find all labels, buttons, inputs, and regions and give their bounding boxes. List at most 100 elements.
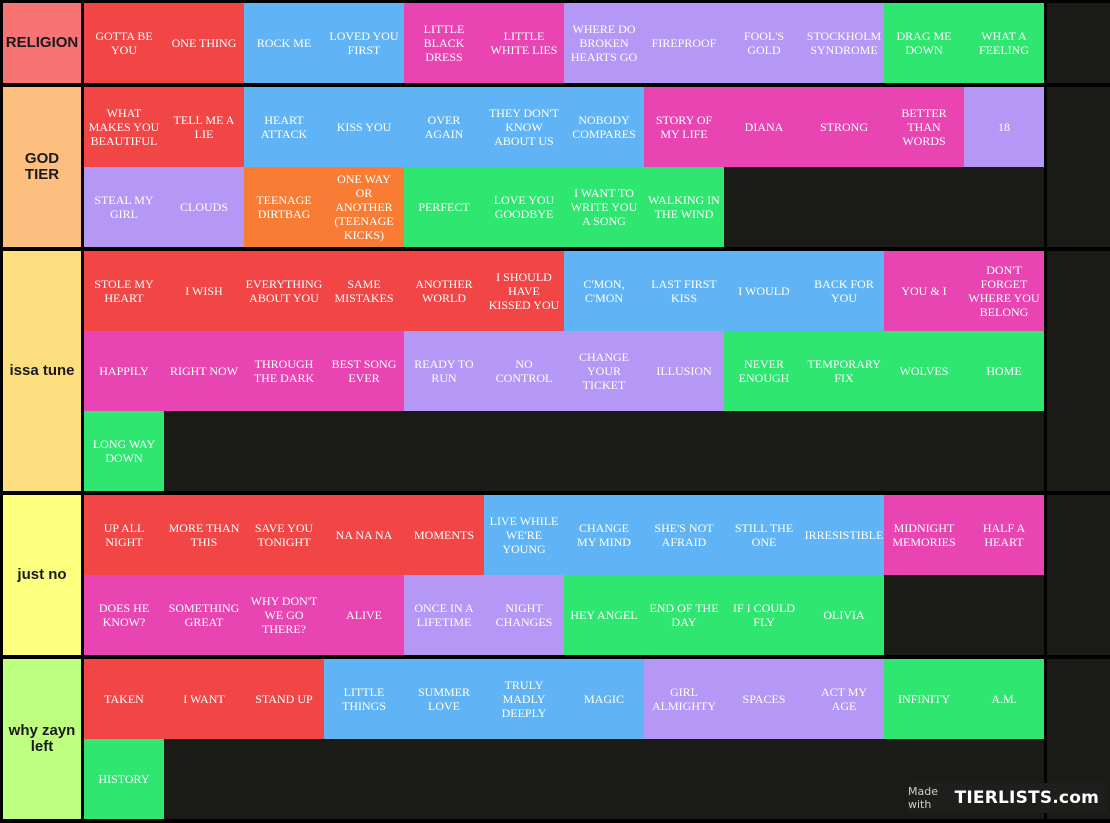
song-title: SAME MISTAKES bbox=[334, 277, 394, 305]
song-tile[interactable]: DRAG ME DOWN bbox=[884, 3, 964, 83]
song-tile[interactable]: WALKING IN THE WIND bbox=[644, 167, 724, 247]
song-tile[interactable]: BETTER THAN WORDS bbox=[884, 87, 964, 167]
song-tile[interactable]: NIGHT CHANGES bbox=[484, 575, 564, 655]
song-tile[interactable]: FIREPROOF bbox=[644, 3, 724, 83]
song-tile[interactable]: HALF A HEART bbox=[964, 495, 1044, 575]
tier-label[interactable]: RELIGION bbox=[0, 3, 84, 83]
song-tile[interactable]: ROCK ME bbox=[244, 3, 324, 83]
song-tile[interactable]: STRONG bbox=[804, 87, 884, 167]
watermark[interactable]: Made with TIERLISTS.com bbox=[908, 783, 1107, 813]
song-tile[interactable]: WOLVES bbox=[884, 331, 964, 411]
song-tile[interactable]: SOMETHING GREAT bbox=[164, 575, 244, 655]
song-tile[interactable]: I WOULD bbox=[724, 251, 804, 331]
song-tile[interactable]: STAND UP bbox=[244, 659, 324, 739]
song-tile[interactable]: SHE'S NOT AFRAID bbox=[644, 495, 724, 575]
song-tile[interactable]: SAME MISTAKES bbox=[324, 251, 404, 331]
tier-label[interactable]: GOD TIER bbox=[0, 87, 84, 247]
song-tile[interactable]: I WISH bbox=[164, 251, 244, 331]
song-tile[interactable]: READY TO RUN bbox=[404, 331, 484, 411]
song-tile[interactable]: NA NA NA bbox=[324, 495, 404, 575]
song-tile[interactable]: YOU & I bbox=[884, 251, 964, 331]
song-tile[interactable]: STILL THE ONE bbox=[724, 495, 804, 575]
song-tile[interactable]: HOME bbox=[964, 331, 1044, 411]
song-tile[interactable]: BACK FOR YOU bbox=[804, 251, 884, 331]
song-tile[interactable]: ONCE IN A LIFETIME bbox=[404, 575, 484, 655]
song-tile[interactable]: RIGHT NOW bbox=[164, 331, 244, 411]
song-tile[interactable]: IF I COULD FLY bbox=[724, 575, 804, 655]
tier-label[interactable]: issa tune bbox=[0, 251, 84, 491]
song-tile[interactable]: SAVE YOU TONIGHT bbox=[244, 495, 324, 575]
song-tile[interactable]: UP ALL NIGHT bbox=[84, 495, 164, 575]
song-tile[interactable]: I WANT TO WRITE YOU A SONG bbox=[564, 167, 644, 247]
song-tile[interactable]: A.M. bbox=[964, 659, 1044, 739]
song-tile[interactable]: GIRL ALMIGHTY bbox=[644, 659, 724, 739]
song-tile[interactable]: LITTLE WHITE LIES bbox=[484, 3, 564, 83]
song-tile[interactable]: HEY ANGEL bbox=[564, 575, 644, 655]
song-tile[interactable]: WHAT A FEELING bbox=[964, 3, 1044, 83]
song-tile[interactable]: IRRESISTIBLE bbox=[804, 495, 884, 575]
song-tile[interactable]: 18 bbox=[964, 87, 1044, 167]
song-tile[interactable]: SPACES bbox=[724, 659, 804, 739]
song-tile[interactable]: STOLE MY HEART bbox=[84, 251, 164, 331]
song-tile[interactable]: LONG WAY DOWN bbox=[84, 411, 164, 491]
song-tile[interactable]: TRULY MADLY DEEPLY bbox=[484, 659, 564, 739]
song-tile[interactable]: FOOL'S GOLD bbox=[724, 3, 804, 83]
tier-drop-area bbox=[1044, 495, 1110, 655]
song-tile[interactable]: I WANT bbox=[164, 659, 244, 739]
song-tile[interactable]: ALIVE bbox=[324, 575, 404, 655]
song-tile[interactable]: THEY DON'T KNOW ABOUT US bbox=[484, 87, 564, 167]
song-tile[interactable]: INFINITY bbox=[884, 659, 964, 739]
song-tile[interactable]: LITTLE BLACK DRESS bbox=[404, 3, 484, 83]
song-tile[interactable]: ILLUSION bbox=[644, 331, 724, 411]
song-tile[interactable]: GOTTA BE YOU bbox=[84, 3, 164, 83]
song-tile[interactable]: END OF THE DAY bbox=[644, 575, 724, 655]
tier-label[interactable]: just no bbox=[0, 495, 84, 655]
song-tile[interactable]: KISS YOU bbox=[324, 87, 404, 167]
song-tile[interactable]: WHERE DO BROKEN HEARTS GO bbox=[564, 3, 644, 83]
song-tile[interactable]: C'MON, C'MON bbox=[564, 251, 644, 331]
song-tile[interactable]: ACT MY AGE bbox=[804, 659, 884, 739]
song-tile[interactable]: HEART ATTACK bbox=[244, 87, 324, 167]
song-tile[interactable]: WHAT MAKES YOU BEAUTIFUL bbox=[84, 87, 164, 167]
song-tile[interactable]: MIDNIGHT MEMORIES bbox=[884, 495, 964, 575]
song-tile[interactable]: LAST FIRST KISS bbox=[644, 251, 724, 331]
song-tile[interactable]: HAPPILY bbox=[84, 331, 164, 411]
song-tile[interactable]: THROUGH THE DARK bbox=[244, 331, 324, 411]
song-tile[interactable]: MORE THAN THIS bbox=[164, 495, 244, 575]
song-tile[interactable]: TEENAGE DIRTBAG bbox=[244, 167, 324, 247]
song-tile[interactable]: ANOTHER WORLD bbox=[404, 251, 484, 331]
song-tile[interactable]: CLOUDS bbox=[164, 167, 244, 247]
song-tile[interactable]: ONE THING bbox=[164, 3, 244, 83]
song-tile[interactable]: NOBODY COMPARES bbox=[564, 87, 644, 167]
song-tile[interactable]: MOMENTS bbox=[404, 495, 484, 575]
song-tile[interactable]: LIVE WHILE WE'RE YOUNG bbox=[484, 495, 564, 575]
song-tile[interactable]: LITTLE THINGS bbox=[324, 659, 404, 739]
song-tile[interactable]: DON'T FORGET WHERE YOU BELONG bbox=[964, 251, 1044, 331]
song-tile[interactable]: TELL ME A LIE bbox=[164, 87, 244, 167]
song-tile[interactable]: ONE WAY OR ANOTHER (TEENAGE KICKS) bbox=[324, 167, 404, 247]
song-tile[interactable]: SUMMER LOVE bbox=[404, 659, 484, 739]
song-tile[interactable]: TAKEN bbox=[84, 659, 164, 739]
song-tile[interactable]: STORY OF MY LIFE bbox=[644, 87, 724, 167]
song-tile[interactable]: BEST SONG EVER bbox=[324, 331, 404, 411]
song-tile[interactable]: HISTORY bbox=[84, 739, 164, 819]
song-tile[interactable]: DIANA bbox=[724, 87, 804, 167]
song-tile[interactable]: STEAL MY GIRL bbox=[84, 167, 164, 247]
song-tile[interactable]: PERFECT bbox=[404, 167, 484, 247]
song-tile[interactable]: TEMPORARY FIX bbox=[804, 331, 884, 411]
song-tile[interactable]: LOVE YOU GOODBYE bbox=[484, 167, 564, 247]
song-tile[interactable]: I SHOULD HAVE KISSED YOU bbox=[484, 251, 564, 331]
song-tile[interactable]: NEVER ENOUGH bbox=[724, 331, 804, 411]
song-tile[interactable]: STOCKHOLM SYNDROME bbox=[804, 3, 884, 83]
song-tile[interactable]: NO CONTROL bbox=[484, 331, 564, 411]
song-tile[interactable]: CHANGE YOUR TICKET bbox=[564, 331, 644, 411]
song-tile[interactable]: MAGIC bbox=[564, 659, 644, 739]
song-tile[interactable]: OVER AGAIN bbox=[404, 87, 484, 167]
song-tile[interactable]: DOES HE KNOW? bbox=[84, 575, 164, 655]
song-tile[interactable]: WHY DON'T WE GO THERE? bbox=[244, 575, 324, 655]
tier-label[interactable]: why zayn left bbox=[0, 659, 84, 819]
song-tile[interactable]: OLIVIA bbox=[804, 575, 884, 655]
song-tile[interactable]: CHANGE MY MIND bbox=[564, 495, 644, 575]
song-tile[interactable]: LOVED YOU FIRST bbox=[324, 3, 404, 83]
song-tile[interactable]: EVERYTHING ABOUT YOU bbox=[244, 251, 324, 331]
